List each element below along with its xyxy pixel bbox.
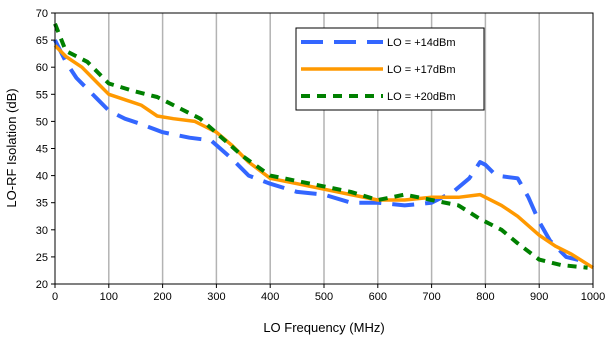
x-tick-label-500: 500 xyxy=(315,291,333,303)
series-line-2 xyxy=(53,44,594,270)
legend-label-1: LO = +14dBm xyxy=(387,37,456,49)
x-tick-label-200: 200 xyxy=(153,291,171,303)
series-line-1 xyxy=(53,39,589,265)
y-tick-label-20: 20 xyxy=(36,279,48,291)
y-tick-label-65: 65 xyxy=(36,35,48,47)
x-tick-label-300: 300 xyxy=(207,291,225,303)
y-tick-label-45: 45 xyxy=(36,144,48,156)
x-tick-label-1000: 1000 xyxy=(581,291,605,303)
y-tick-label-55: 55 xyxy=(36,89,48,101)
x-tick-label-600: 600 xyxy=(369,291,387,303)
y-tick-label-25: 25 xyxy=(36,252,48,264)
y-tick-label-60: 60 xyxy=(36,62,48,74)
x-tick-label-100: 100 xyxy=(100,291,118,303)
y-tick-label-40: 40 xyxy=(36,171,48,183)
y-axis-ticks: 20 25 30 35 40 45 50 55 60 65 70 xyxy=(36,8,55,291)
y-tick-label-30: 30 xyxy=(36,225,48,237)
legend-label-2: LO = +17dBm xyxy=(387,64,456,76)
x-tick-label-800: 800 xyxy=(476,291,494,303)
legend-label-3: LO = +20dBm xyxy=(387,91,456,103)
series-lines xyxy=(53,23,594,270)
x-tick-label-400: 400 xyxy=(261,291,279,303)
x-tick-label-900: 900 xyxy=(530,291,548,303)
series-line-3 xyxy=(53,23,588,270)
y-tick-label-70: 70 xyxy=(36,8,48,20)
y-axis-title: LO-RF Isolation (dB) xyxy=(4,88,19,207)
x-tick-label-0: 0 xyxy=(52,291,58,303)
x-axis-ticks: 0 100 200 300 400 500 600 700 800 900 1000 xyxy=(52,284,605,303)
y-tick-label-35: 35 xyxy=(36,198,48,210)
y-tick-label-50: 50 xyxy=(36,116,48,128)
x-axis-title: LO Frequency (MHz) xyxy=(263,320,384,335)
legend: LO = +14dBm LO = +17dBm LO = +20dBm xyxy=(295,27,485,111)
vertical-gridlines xyxy=(108,13,540,284)
x-tick-label-700: 700 xyxy=(422,291,440,303)
